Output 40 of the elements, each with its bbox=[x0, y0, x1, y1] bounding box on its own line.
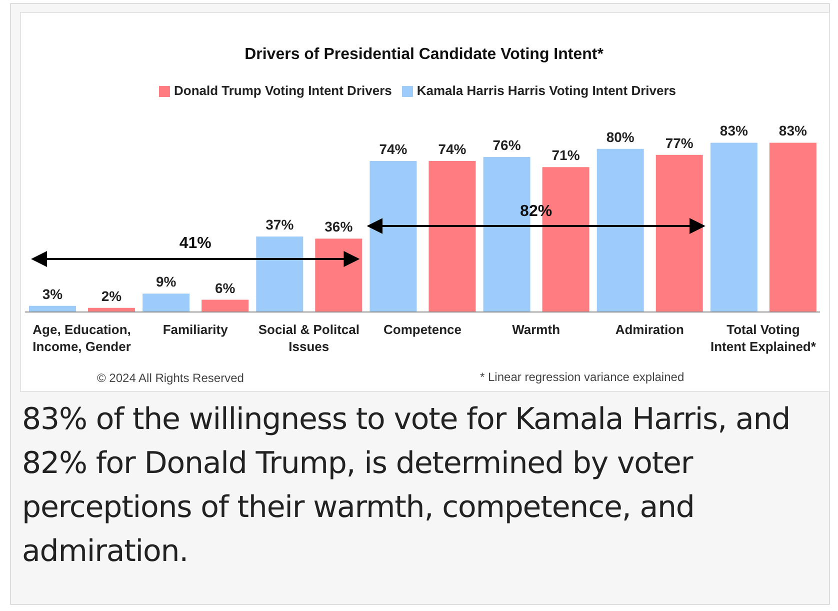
x-tick-label: Admiration bbox=[615, 322, 684, 337]
data-label: 9% bbox=[156, 274, 177, 290]
bar bbox=[710, 142, 758, 312]
data-label: 6% bbox=[214, 280, 236, 296]
bar bbox=[656, 154, 703, 312]
data-label: 80% bbox=[606, 128, 635, 145]
x-tick-label: Total Voting Intent Explained* bbox=[710, 322, 817, 354]
data-label: 76% bbox=[492, 136, 522, 153]
x-tick-label: Familiarity bbox=[162, 322, 229, 337]
data-label: 71% bbox=[552, 147, 580, 164]
x-tick-label: Age, Education, Income, Gender bbox=[32, 322, 131, 354]
bar bbox=[315, 238, 362, 312]
legend-label: Kamala Harris Harris Voting Intent Drivers bbox=[416, 83, 676, 98]
bar bbox=[202, 300, 249, 312]
x-tick-label: Social & Politcal Issues bbox=[258, 322, 360, 354]
bar bbox=[428, 161, 476, 312]
text: © 2024 All Rights Reserved bbox=[97, 371, 244, 385]
annotation: 82% bbox=[520, 203, 552, 220]
text: * Linear regression variance explained bbox=[480, 370, 684, 384]
data-label: 83% bbox=[720, 122, 748, 139]
data-label: 77% bbox=[665, 134, 694, 151]
data-label: 37% bbox=[266, 216, 294, 233]
annotation: 41% bbox=[179, 235, 212, 252]
bar bbox=[142, 294, 190, 312]
bar bbox=[370, 161, 417, 312]
x-tick-label: Warmth bbox=[512, 322, 560, 337]
legend-label: Donald Trump Voting Intent Drivers bbox=[174, 83, 392, 98]
bar bbox=[596, 148, 644, 312]
data-label: 74% bbox=[438, 141, 467, 158]
text: 83% of the willingness to vote for Kamala Harris, and 82% for Donald Trump, is determined by voter perceptions of their warmth, competence, and admiration. bbox=[22, 401, 792, 571]
bar bbox=[256, 236, 304, 312]
data-label: 74% bbox=[379, 141, 408, 158]
bar bbox=[29, 306, 76, 312]
x-tick-label: Competence bbox=[383, 322, 462, 337]
data-label: 83% bbox=[778, 122, 808, 139]
bar bbox=[769, 142, 816, 312]
data-label: 2% bbox=[101, 288, 122, 304]
data-label: 36% bbox=[324, 218, 354, 235]
chart-title: Drivers of Presidential Candidate Voting Intent* bbox=[244, 46, 604, 64]
data-label: 3% bbox=[42, 286, 64, 302]
